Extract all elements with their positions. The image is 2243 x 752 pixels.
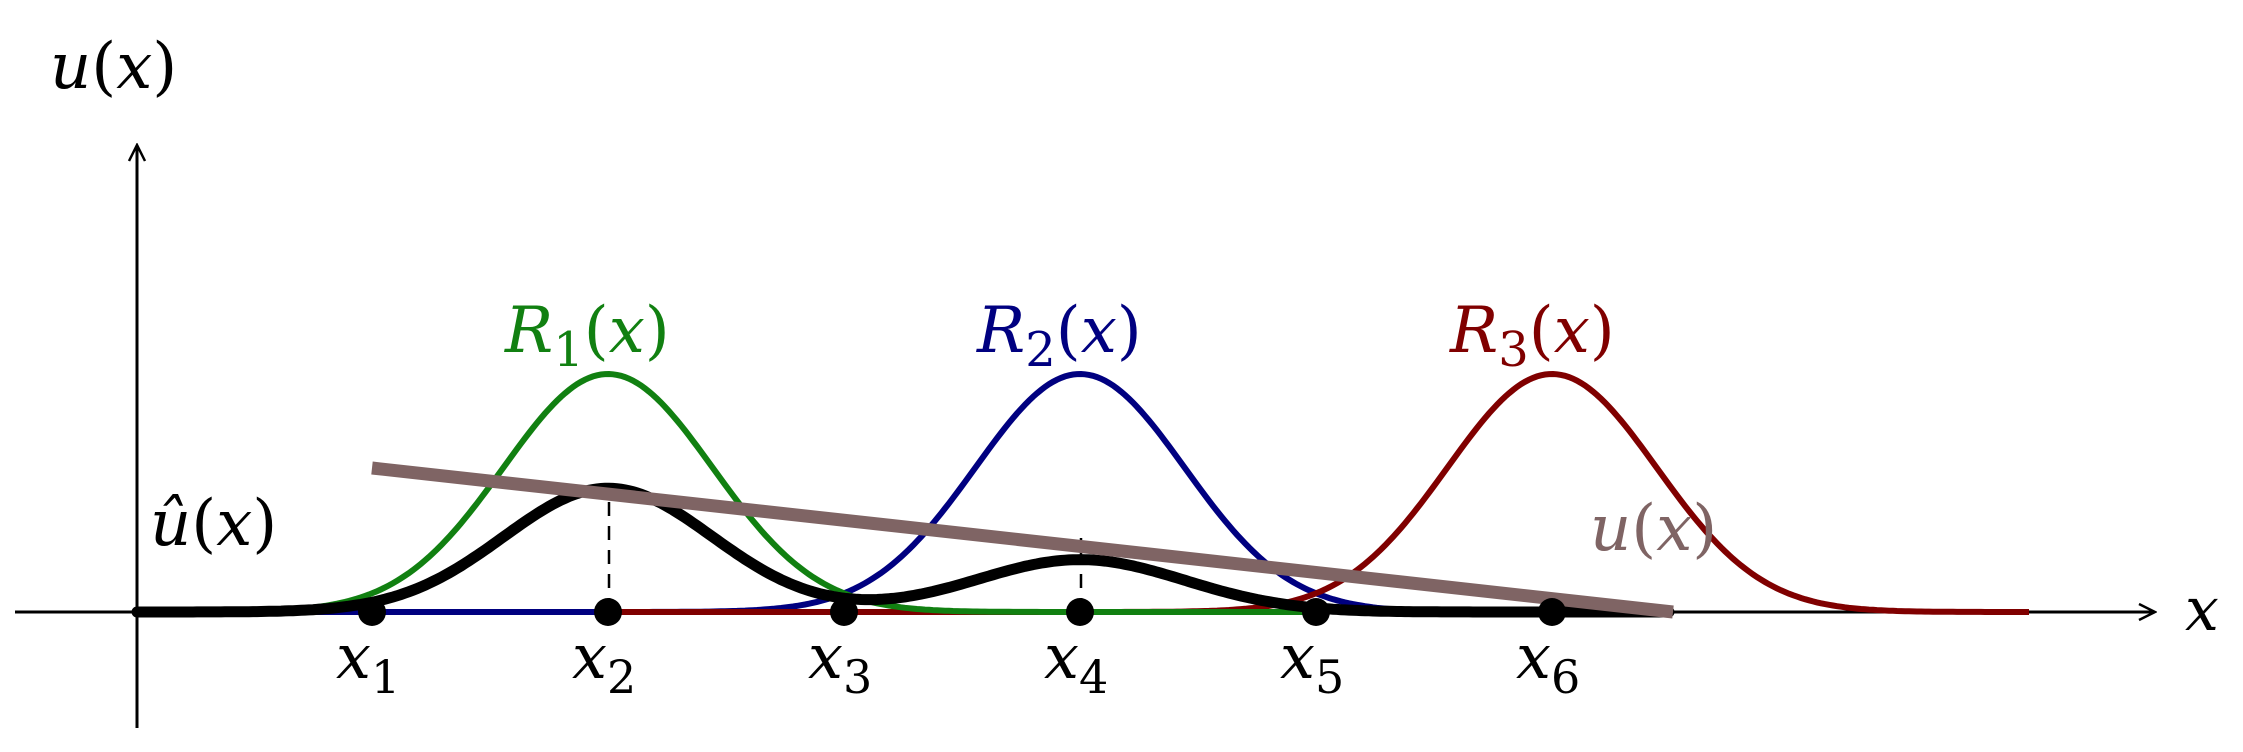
node-dot: [1066, 598, 1094, 626]
node-dots: [358, 598, 1566, 626]
label-u-hat: û(x): [150, 487, 277, 561]
node-label: x2: [572, 620, 636, 704]
label-r3: R3(x): [1449, 294, 1615, 378]
node-label: x1: [336, 620, 400, 704]
node-label: x5: [1280, 620, 1344, 704]
node-label: x4: [1044, 620, 1108, 704]
node-dot: [830, 598, 858, 626]
curve-u: [371, 461, 1674, 619]
label-r1: R1(x): [504, 294, 670, 378]
node-dot: [1302, 598, 1330, 626]
node-dot: [1538, 598, 1566, 626]
node-label: x6: [1516, 620, 1580, 704]
node-dot: [358, 598, 386, 626]
node-labels: x1 x2 x3 x4 x5 x6: [336, 620, 1580, 704]
node-dot: [594, 598, 622, 626]
curve-u-hat: [131, 482, 1675, 618]
node-label: x3: [808, 620, 872, 704]
label-r2: R2(x): [976, 294, 1142, 378]
x-axis-label: x: [2185, 575, 2219, 645]
label-u: u(x): [1590, 492, 1717, 566]
y-axis-label: u(x): [50, 30, 177, 104]
